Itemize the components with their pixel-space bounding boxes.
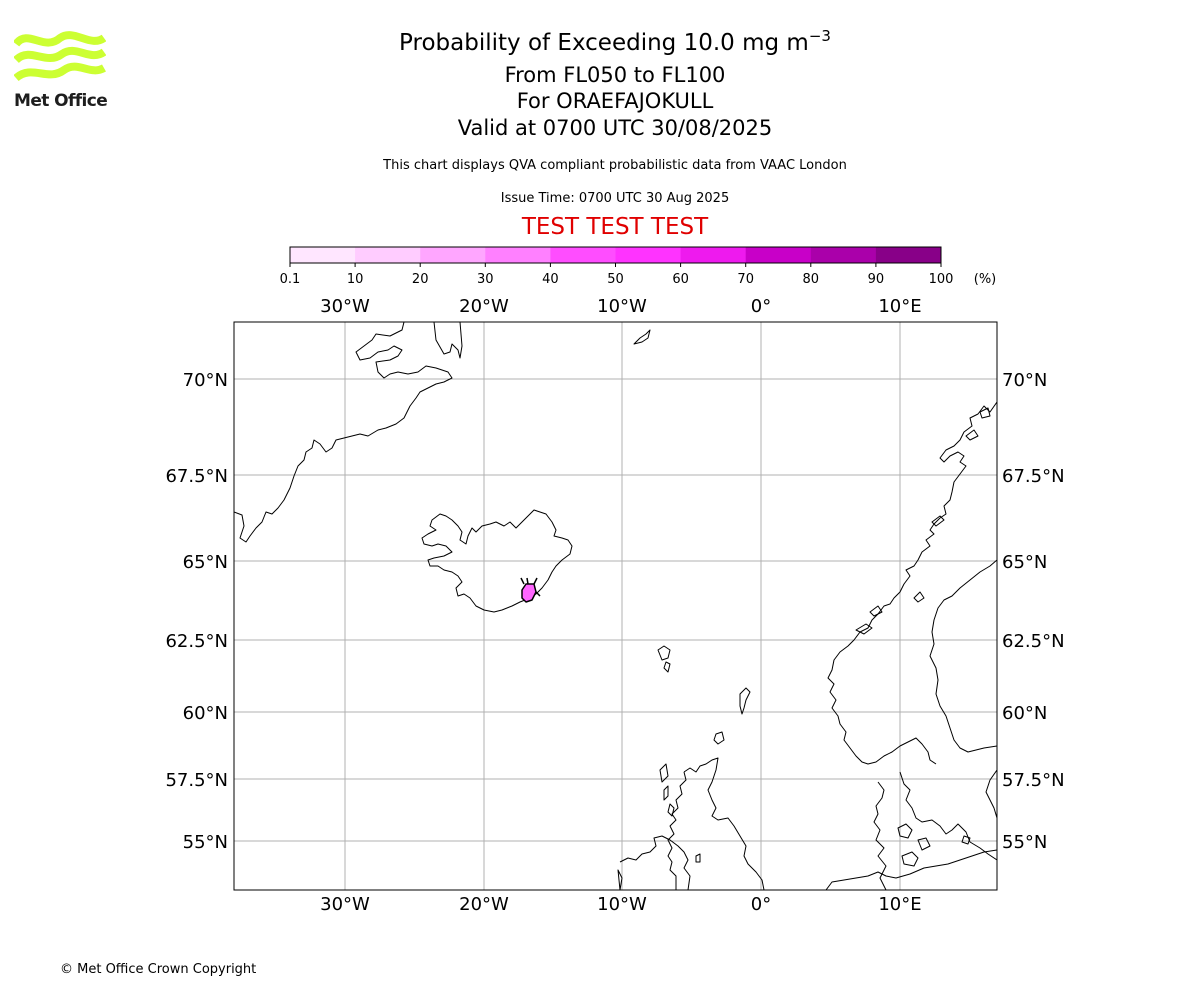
norway-coastline — [827, 401, 997, 765]
probability-colorbar: 0.1 10 20 30 40 50 60 70 80 90 100 (%) — [280, 246, 997, 287]
volcano-name: For ORAEFAJOKULL — [516, 89, 714, 113]
met-office-logo-text: Met Office — [14, 91, 108, 111]
faroe-islands-coastline — [657, 645, 671, 673]
volcano-marker-icon — [520, 577, 541, 597]
test-banner: TEST TEST TEST — [521, 214, 709, 240]
axis-labels: 30°W 20°W 10°W 0° 10°E 30°W 20°W 10°W 0° 10°E 70°N… — [165, 296, 1064, 915]
colorbar-tick-label: 20 — [412, 272, 429, 287]
colorbar-band — [290, 247, 356, 263]
left-latitude-label: 70°N — [183, 370, 228, 391]
map-frame — [233, 321, 998, 891]
shetland-coastline — [739, 687, 751, 715]
denmark-coastline — [873, 781, 887, 890]
colorbar-tick-label: 70 — [737, 272, 754, 287]
left-latitude-label: 55°N — [183, 832, 228, 853]
danish-islands-coastline — [897, 823, 971, 867]
norway-islands-coastline — [855, 407, 991, 635]
top-longitude-label: 10°E — [878, 296, 921, 317]
chart-description: This chart displays QVA compliant probab… — [383, 158, 847, 173]
scotland-west-coastline — [667, 771, 687, 890]
graticule — [234, 322, 997, 890]
bottom-longitude-label: 10°W — [597, 894, 647, 915]
colorbar-tick-label: 0.1 — [280, 272, 301, 287]
colorbar-band — [875, 247, 942, 263]
isle-of-man-coastline — [695, 853, 701, 863]
met-office-logo-icon — [14, 31, 106, 82]
right-latitude-label: 55°N — [1002, 832, 1047, 853]
issue-time: Issue Time: 0700 UTC 30 Aug 2025 — [500, 191, 730, 206]
ireland-coastline — [617, 835, 691, 890]
colorbar-band — [745, 247, 812, 263]
colorbar-tick-label: 60 — [672, 272, 689, 287]
left-latitude-label: 65°N — [183, 552, 228, 573]
colorbar-tick-label: 10 — [347, 272, 364, 287]
right-latitude-label: 65°N — [1002, 552, 1047, 573]
germany-coastline — [825, 849, 997, 890]
left-latitude-label: 67.5°N — [165, 466, 228, 487]
colorbar-tick-label: 50 — [607, 272, 624, 287]
top-longitude-label: 10°W — [597, 296, 647, 317]
greenland-coastline — [234, 322, 453, 543]
left-latitude-label: 57.5°N — [165, 770, 228, 791]
ash-probability-polygon — [521, 583, 537, 603]
top-longitude-label: 0° — [751, 296, 771, 317]
bottom-longitude-label: 30°W — [320, 894, 370, 915]
colorbar-band — [810, 247, 877, 263]
title-exponent: −3 — [808, 27, 831, 45]
colorbar-tick-label: 80 — [803, 272, 820, 287]
colorbar-unit: (%) — [974, 272, 997, 287]
right-latitude-label: 62.5°N — [1002, 631, 1065, 652]
right-latitude-label: 70°N — [1002, 370, 1047, 391]
hebrides-coastline — [659, 731, 725, 817]
colorbar-tick-label: 40 — [542, 272, 559, 287]
top-longitude-label: 30°W — [320, 296, 370, 317]
norway-inner-coastline — [929, 559, 997, 753]
colorbar-band — [550, 247, 616, 263]
colorbar-band — [615, 247, 682, 263]
colorbar-band — [355, 247, 421, 263]
jan-mayen-coastline — [633, 329, 651, 345]
right-latitude-label: 67.5°N — [1002, 466, 1065, 487]
colorbar-band — [680, 247, 747, 263]
left-latitude-label: 60°N — [183, 703, 228, 724]
colorbar-tick-label: 30 — [477, 272, 494, 287]
baltic-coastline — [899, 771, 997, 861]
scotland-coastline — [683, 757, 765, 890]
map-panel: 30°W 20°W 10°W 0° 10°E 30°W 20°W 10°W 0° 10°E 70°N… — [165, 296, 1064, 915]
baltic-coastline-2 — [985, 769, 997, 819]
colorbar-tick-label: 100 — [929, 272, 954, 287]
colorbar-band — [420, 247, 486, 263]
left-latitude-label: 62.5°N — [165, 631, 228, 652]
flight-level-range: From FL050 to FL100 — [504, 63, 726, 87]
right-latitude-label: 57.5°N — [1002, 770, 1065, 791]
right-latitude-label: 60°N — [1002, 703, 1047, 724]
valid-time: Valid at 0700 UTC 30/08/2025 — [457, 116, 773, 140]
top-longitude-label: 20°W — [459, 296, 509, 317]
colorbar-band — [485, 247, 551, 263]
iceland-coastline — [421, 509, 573, 613]
colorbar-tick-label: 90 — [868, 272, 885, 287]
bottom-longitude-label: 20°W — [459, 894, 509, 915]
chart-title: Probability of Exceeding 10.0 mg m−3 — [230, 27, 1000, 56]
greenland-coastline-2 — [433, 322, 463, 359]
title-main-text: Probability of Exceeding 10.0 mg m — [399, 30, 809, 56]
bottom-longitude-label: 10°E — [878, 894, 921, 915]
bottom-longitude-label: 0° — [751, 894, 771, 915]
copyright-notice: © Met Office Crown Copyright — [60, 962, 257, 977]
